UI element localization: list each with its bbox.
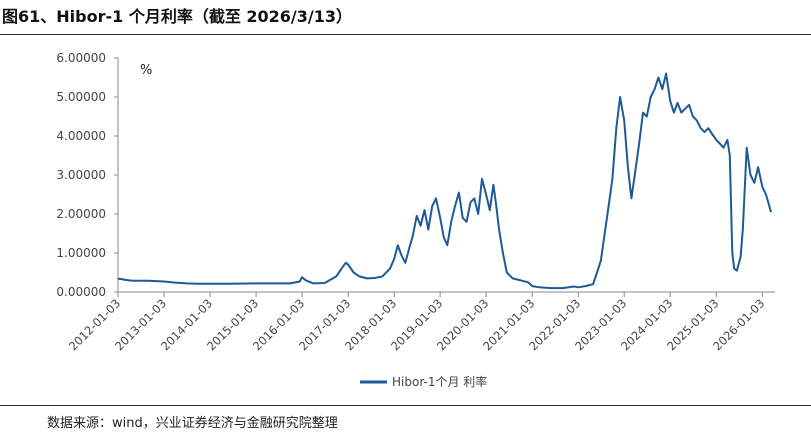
y-tick-labels: 0.00000 1.00000 2.00000 3.00000 4.00000 5.000…: [56, 51, 118, 299]
y-tick-label: 2.00000: [56, 207, 106, 221]
legend: Hibor-1个月 利率: [360, 374, 487, 389]
source-note: 数据来源：wind，兴业证券经济与金融研究院整理: [47, 416, 338, 431]
footer-divider: [0, 405, 811, 406]
x-axis: 2012-01-032013-01-032014-01-032015-01-03…: [66, 291, 775, 353]
y-tick-label: 1.00000: [56, 246, 106, 260]
chart-title: 图61、Hibor-1 个月利率（截至 2026/3/13）: [2, 7, 353, 26]
y-tick-label: 6.00000: [56, 51, 106, 65]
y-tick-label: 0.00000: [56, 285, 106, 299]
series-line-0: [117, 72, 772, 290]
x-tick-labels: 2012-01-032013-01-032014-01-032015-01-03…: [66, 292, 767, 353]
series-group: [117, 72, 772, 290]
line-chart: 0.00000 1.00000 2.00000 3.00000 4.00000 5.000…: [56, 51, 775, 389]
legend-label: Hibor-1个月 利率: [392, 374, 487, 389]
y-tick-label: 4.00000: [56, 129, 106, 143]
unit-label: %: [140, 63, 152, 78]
y-tick-label: 3.00000: [56, 168, 106, 182]
y-tick-label: 5.00000: [56, 90, 106, 104]
y-axis: 0.00000 1.00000 2.00000 3.00000 4.00000 5.000…: [56, 51, 119, 299]
title-divider: [0, 34, 811, 35]
